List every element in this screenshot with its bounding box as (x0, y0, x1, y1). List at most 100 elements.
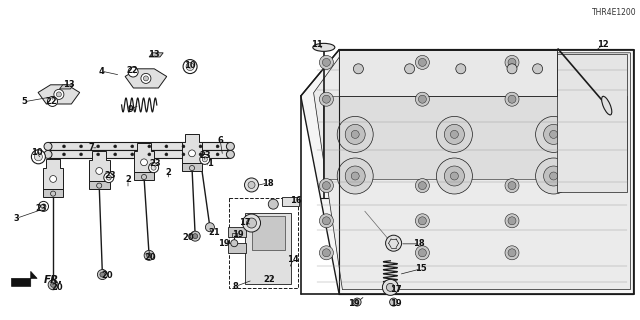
Text: 3: 3 (14, 214, 19, 223)
Circle shape (79, 145, 83, 148)
Text: FR.: FR. (44, 275, 63, 285)
Circle shape (165, 145, 168, 148)
Circle shape (536, 116, 572, 152)
Circle shape (419, 249, 426, 257)
Text: 20: 20 (145, 253, 156, 262)
Circle shape (47, 96, 58, 107)
Polygon shape (89, 151, 109, 181)
Circle shape (141, 73, 151, 84)
Polygon shape (134, 172, 154, 180)
Circle shape (507, 64, 517, 74)
Polygon shape (245, 213, 291, 284)
Text: 7: 7 (88, 143, 93, 152)
Circle shape (216, 153, 219, 156)
Circle shape (345, 166, 365, 186)
Text: 10: 10 (31, 148, 43, 157)
Polygon shape (228, 243, 246, 253)
Circle shape (183, 60, 197, 74)
Text: 19: 19 (390, 299, 401, 308)
Circle shape (550, 172, 557, 180)
Circle shape (415, 214, 429, 228)
Polygon shape (182, 163, 202, 171)
Ellipse shape (602, 96, 612, 115)
Circle shape (508, 217, 516, 225)
Circle shape (337, 158, 373, 194)
Circle shape (243, 214, 260, 232)
Polygon shape (232, 233, 237, 237)
Polygon shape (43, 189, 63, 197)
Polygon shape (301, 50, 634, 294)
Text: 18: 18 (413, 239, 425, 248)
Circle shape (508, 249, 516, 257)
Circle shape (337, 116, 373, 152)
Polygon shape (38, 85, 80, 104)
Circle shape (345, 124, 365, 144)
Polygon shape (12, 271, 37, 286)
Circle shape (508, 95, 516, 103)
Circle shape (319, 246, 333, 260)
Text: 15: 15 (415, 264, 427, 273)
Circle shape (353, 298, 361, 306)
Circle shape (193, 234, 198, 239)
Circle shape (35, 153, 42, 161)
Circle shape (419, 182, 426, 189)
Polygon shape (252, 216, 285, 250)
Polygon shape (339, 50, 557, 96)
Circle shape (505, 214, 519, 228)
Circle shape (216, 145, 219, 148)
Circle shape (148, 163, 159, 173)
Circle shape (63, 145, 65, 148)
Text: 17: 17 (390, 285, 401, 294)
Circle shape (387, 284, 394, 292)
Circle shape (319, 92, 333, 106)
Circle shape (97, 269, 108, 280)
Circle shape (404, 64, 415, 74)
Text: 6: 6 (217, 136, 223, 145)
Text: 12: 12 (597, 40, 609, 49)
Circle shape (505, 55, 519, 69)
Text: 22: 22 (45, 97, 57, 106)
Text: 2: 2 (165, 168, 172, 177)
Circle shape (114, 153, 116, 156)
Circle shape (41, 204, 46, 209)
Text: 20: 20 (52, 284, 63, 292)
Circle shape (97, 145, 100, 148)
Text: 13: 13 (148, 50, 159, 59)
Text: 5: 5 (21, 97, 28, 106)
Text: 23: 23 (199, 151, 211, 160)
Circle shape (323, 59, 330, 67)
Circle shape (148, 145, 151, 148)
Ellipse shape (227, 142, 234, 150)
Circle shape (244, 178, 259, 192)
Text: 19: 19 (218, 239, 230, 248)
Circle shape (199, 145, 202, 148)
Circle shape (63, 153, 65, 156)
Circle shape (419, 95, 426, 103)
Polygon shape (125, 69, 166, 88)
Circle shape (323, 249, 330, 257)
Circle shape (182, 145, 185, 148)
Polygon shape (282, 197, 299, 206)
Circle shape (505, 92, 519, 106)
Circle shape (97, 153, 100, 156)
Circle shape (141, 159, 147, 166)
Circle shape (383, 279, 398, 295)
Circle shape (550, 131, 557, 139)
Text: THR4E1200: THR4E1200 (592, 8, 637, 17)
Circle shape (451, 131, 458, 139)
Text: 22: 22 (264, 276, 275, 284)
Text: 23: 23 (149, 159, 161, 168)
Circle shape (419, 217, 426, 225)
Polygon shape (43, 159, 63, 189)
Text: 8: 8 (233, 282, 238, 291)
Circle shape (319, 214, 333, 228)
Circle shape (50, 176, 56, 182)
Circle shape (114, 145, 116, 148)
Circle shape (415, 246, 429, 260)
Circle shape (231, 240, 237, 247)
Text: 19: 19 (348, 299, 360, 308)
Text: 14: 14 (287, 255, 299, 264)
Circle shape (323, 217, 330, 225)
Circle shape (415, 179, 429, 193)
Polygon shape (228, 227, 246, 237)
